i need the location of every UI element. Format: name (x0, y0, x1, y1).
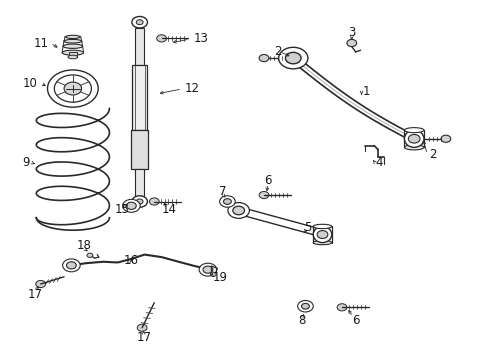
Circle shape (137, 324, 147, 331)
Bar (135, 28, 144, 65)
Circle shape (136, 20, 143, 25)
Text: 3: 3 (347, 26, 355, 39)
Circle shape (199, 263, 216, 276)
Circle shape (219, 196, 235, 207)
Circle shape (62, 259, 80, 272)
Circle shape (136, 199, 143, 204)
Ellipse shape (404, 130, 423, 147)
Circle shape (232, 206, 244, 215)
Circle shape (122, 199, 140, 212)
Circle shape (259, 54, 268, 62)
Circle shape (36, 280, 45, 288)
Text: 11: 11 (33, 36, 48, 50)
Circle shape (223, 199, 231, 204)
Circle shape (54, 75, 91, 102)
Text: 7: 7 (218, 185, 226, 198)
Circle shape (157, 35, 166, 42)
Ellipse shape (63, 44, 82, 48)
Text: 17: 17 (137, 330, 152, 343)
Text: 5: 5 (304, 221, 311, 234)
Text: 2: 2 (428, 148, 435, 161)
Bar (135, 169, 144, 196)
Circle shape (297, 301, 313, 312)
Circle shape (278, 47, 307, 69)
Circle shape (346, 40, 356, 46)
Bar (69, 51, 77, 57)
Circle shape (301, 303, 309, 309)
Circle shape (440, 135, 450, 142)
Ellipse shape (404, 128, 423, 133)
Circle shape (285, 52, 301, 64)
Circle shape (132, 17, 147, 28)
Text: 14: 14 (161, 203, 176, 216)
Circle shape (87, 253, 93, 257)
Text: 16: 16 (123, 254, 139, 267)
Circle shape (126, 202, 136, 210)
Ellipse shape (404, 145, 423, 150)
Ellipse shape (313, 224, 331, 229)
Bar (131, 130, 148, 169)
Text: 1: 1 (362, 85, 369, 98)
Text: 18: 18 (77, 239, 92, 252)
Circle shape (336, 304, 346, 311)
Ellipse shape (68, 55, 78, 59)
Text: 2: 2 (273, 45, 281, 58)
Text: 4: 4 (374, 156, 382, 169)
Text: 6: 6 (264, 174, 271, 187)
Ellipse shape (65, 35, 80, 39)
Text: 8: 8 (298, 314, 305, 327)
Text: 15: 15 (114, 203, 129, 216)
Text: 13: 13 (193, 32, 208, 45)
Circle shape (203, 266, 212, 273)
Bar (132, 65, 147, 130)
Text: 12: 12 (184, 82, 200, 95)
Circle shape (66, 262, 76, 269)
Circle shape (407, 134, 419, 143)
Circle shape (64, 82, 81, 95)
Circle shape (47, 70, 98, 107)
Circle shape (210, 272, 216, 276)
Text: 19: 19 (212, 271, 227, 284)
Text: 6: 6 (351, 314, 359, 327)
Circle shape (259, 192, 268, 199)
Ellipse shape (62, 50, 83, 55)
Circle shape (317, 230, 327, 238)
Text: 17: 17 (27, 288, 42, 301)
Ellipse shape (313, 226, 331, 243)
Ellipse shape (313, 240, 331, 245)
Circle shape (132, 196, 147, 207)
Ellipse shape (64, 40, 81, 43)
Text: 10: 10 (23, 77, 38, 90)
Text: 9: 9 (22, 156, 30, 169)
Circle shape (149, 198, 159, 205)
Circle shape (227, 203, 249, 219)
